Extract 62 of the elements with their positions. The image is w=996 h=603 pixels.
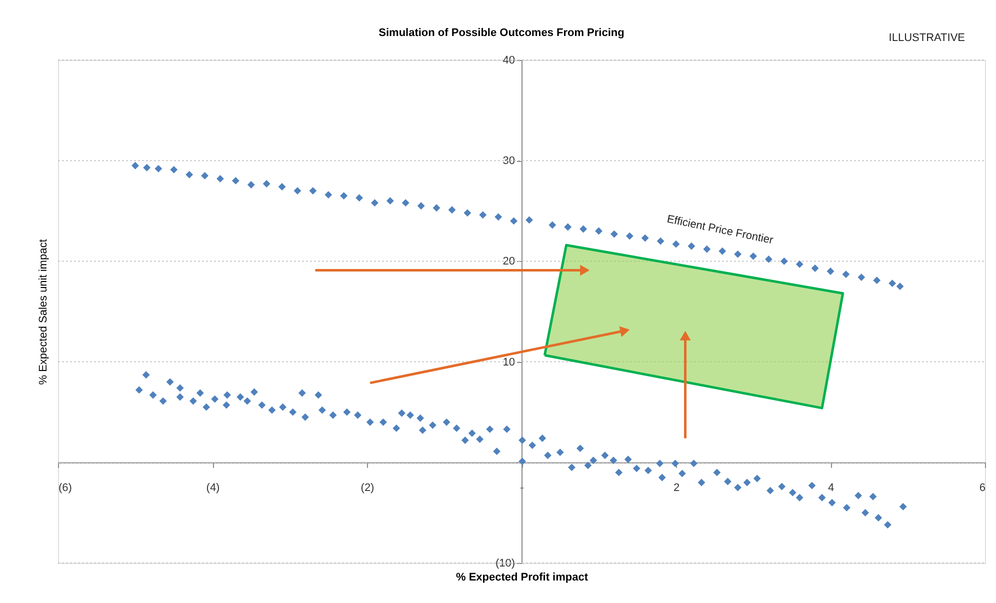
point bbox=[479, 211, 487, 219]
point bbox=[232, 177, 240, 184]
point bbox=[858, 274, 866, 282]
x-tick-label: (2) bbox=[360, 482, 374, 494]
point bbox=[626, 232, 634, 240]
point bbox=[526, 216, 533, 224]
point bbox=[780, 257, 788, 265]
point bbox=[186, 170, 194, 178]
point bbox=[842, 270, 850, 278]
point bbox=[796, 260, 804, 268]
x-axis-title: % Expected Profit impact bbox=[456, 572, 588, 584]
x-tick-label: 4 bbox=[828, 482, 834, 494]
point bbox=[324, 191, 332, 199]
point bbox=[143, 164, 151, 172]
point bbox=[340, 192, 348, 200]
point bbox=[656, 237, 664, 245]
point bbox=[510, 217, 518, 225]
point bbox=[641, 234, 649, 242]
x-tick-label: (4) bbox=[206, 482, 220, 494]
point bbox=[464, 209, 472, 217]
point bbox=[873, 276, 881, 284]
annotation: Efficient Price Frontier bbox=[666, 213, 774, 247]
point bbox=[564, 223, 572, 231]
point bbox=[718, 247, 726, 255]
point bbox=[672, 240, 680, 248]
chart-title: Simulation of Possible Outcomes From Pricing bbox=[378, 27, 624, 39]
point bbox=[356, 194, 363, 202]
point bbox=[888, 280, 896, 288]
point bbox=[580, 225, 588, 233]
point bbox=[386, 197, 394, 205]
point bbox=[494, 213, 502, 221]
y-tick-label: 30 bbox=[502, 155, 515, 168]
y-axis-title: % Expected Sales unit impact bbox=[38, 239, 50, 385]
point bbox=[448, 206, 456, 214]
point bbox=[371, 199, 378, 207]
point bbox=[262, 180, 270, 188]
point bbox=[750, 252, 757, 260]
point bbox=[703, 245, 711, 253]
x-tick-label: 6 bbox=[979, 482, 986, 494]
point bbox=[734, 250, 742, 258]
point bbox=[154, 164, 162, 172]
point bbox=[294, 187, 302, 194]
point bbox=[309, 187, 317, 194]
text: ILLUSTRATIVE bbox=[888, 32, 965, 44]
point bbox=[417, 202, 425, 210]
point bbox=[688, 242, 696, 250]
point bbox=[896, 282, 904, 290]
point bbox=[432, 204, 440, 212]
x-tick-label: 2 bbox=[673, 482, 680, 494]
point bbox=[247, 181, 255, 188]
point bbox=[610, 230, 618, 238]
point bbox=[402, 199, 410, 207]
point bbox=[811, 264, 819, 272]
point bbox=[132, 162, 139, 170]
y-tick-label: 20 bbox=[502, 256, 515, 268]
point bbox=[764, 255, 772, 263]
y-tick-label: 10 bbox=[502, 356, 515, 368]
point bbox=[170, 166, 178, 174]
point bbox=[548, 221, 556, 229]
point bbox=[201, 172, 208, 180]
point bbox=[216, 175, 224, 182]
x-tick-label: (6) bbox=[58, 482, 72, 494]
